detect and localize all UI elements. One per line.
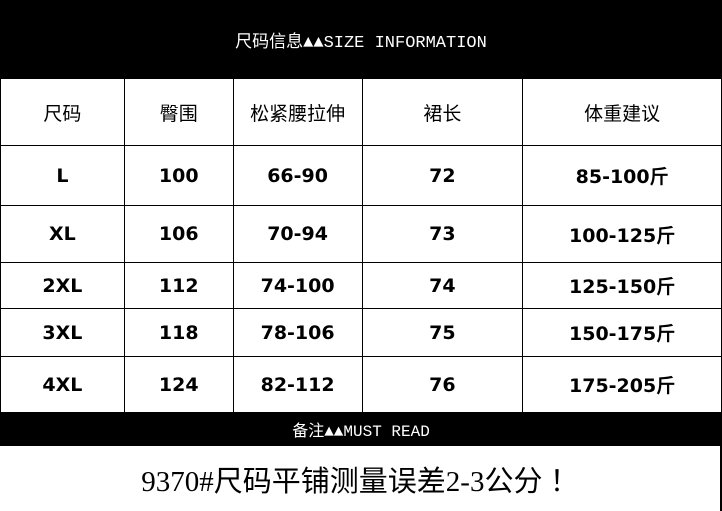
cell: 66-90: [232, 145, 363, 206]
cell: 74: [361, 262, 524, 309]
measurement-note: 9370#尺码平铺测量误差2-3公分 ！: [0, 446, 722, 511]
cell: XL: [0, 205, 125, 263]
header-cell: 松紧腰拉伸: [232, 78, 363, 146]
cell: 78-106: [232, 308, 363, 357]
table-row: L 100 66-90 72 85-100斤: [0, 145, 722, 206]
cell: 118: [123, 308, 234, 357]
table-header-row: 尺码 臀围 松紧腰拉伸 裙长 体重建议: [0, 78, 722, 146]
cell: 82-112: [232, 356, 363, 413]
cell: 85-100斤: [522, 145, 722, 206]
cell: 125-150斤: [522, 262, 722, 309]
header-cell: 裙长: [361, 78, 524, 146]
table-row: 4XL 124 82-112 76 175-205斤: [0, 356, 722, 413]
cell: 150-175斤: [522, 308, 722, 357]
cell: 3XL: [0, 308, 125, 357]
cell: 75: [361, 308, 524, 357]
cell: L: [0, 145, 125, 206]
cell: 106: [123, 205, 234, 263]
cell: 72: [361, 145, 524, 206]
cell: 100-125斤: [522, 205, 722, 263]
cell: 70-94: [232, 205, 363, 263]
cell: 175-205斤: [522, 356, 722, 413]
size-table: 尺码 臀围 松紧腰拉伸 裙长 体重建议 L 100 66-90 72 85-10…: [0, 78, 722, 413]
header-cell: 臀围: [123, 78, 234, 146]
cell: 112: [123, 262, 234, 309]
cell: 124: [123, 356, 234, 413]
cell: 2XL: [0, 262, 125, 309]
cell: 73: [361, 205, 524, 263]
cell: 76: [361, 356, 524, 413]
header-cell: 体重建议: [522, 78, 722, 146]
notes-title: 备注▲▲MUST READ: [0, 412, 722, 446]
size-info-title: 尺码信息▲▲SIZE INFORMATION: [0, 0, 722, 78]
table-row: 3XL 118 78-106 75 150-175斤: [0, 308, 722, 357]
table-row: 2XL 112 74-100 74 125-150斤: [0, 262, 722, 309]
table-row: XL 106 70-94 73 100-125斤: [0, 205, 722, 263]
cell: 74-100: [232, 262, 363, 309]
cell: 4XL: [0, 356, 125, 413]
header-cell: 尺码: [0, 78, 125, 146]
cell: 100: [123, 145, 234, 206]
